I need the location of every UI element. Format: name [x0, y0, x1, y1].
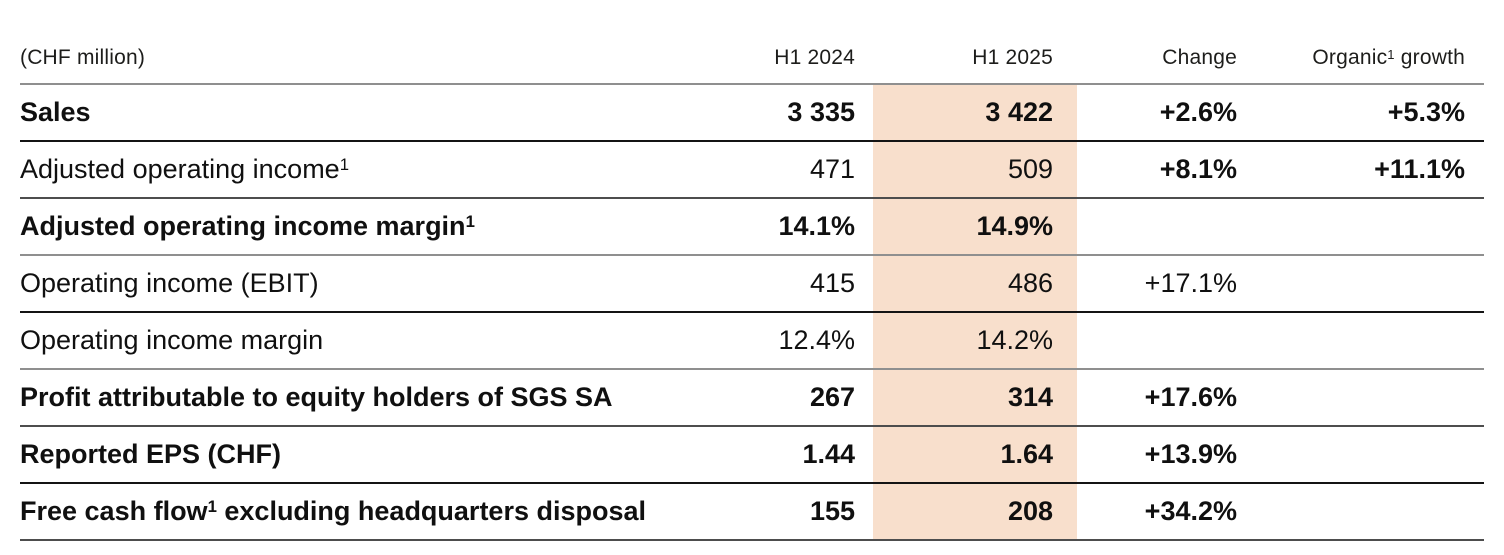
cell-organic-growth [1237, 483, 1484, 541]
cell-h1-2025: 14.9% [873, 198, 1077, 256]
footnote-marker: 1 [339, 155, 350, 175]
cell-h1-2025: 208 [873, 483, 1077, 541]
footnote-marker: 1 [1387, 46, 1395, 62]
table-row-profit-attributable: Profit attributable to equity holders of… [20, 369, 1484, 427]
cell-organic-growth [1237, 312, 1484, 370]
row-label-text: excluding headquarters disposal [216, 496, 647, 526]
header-row: (CHF million) H1 2024 H1 2025 Change Org… [20, 0, 1484, 85]
cell-h1-2025: 509 [873, 141, 1077, 199]
cell-h1-2025: 1.64 [873, 426, 1077, 484]
row-label-text: Sales [20, 97, 91, 127]
cell-h1-2024: 155 [758, 483, 873, 541]
row-label: Sales [20, 84, 758, 142]
row-label-text: Adjusted operating income margin [20, 211, 466, 241]
column-header-change: Change [1077, 0, 1237, 85]
column-header-organic-growth: Organic1 growth [1237, 0, 1484, 85]
cell-h1-2025: 314 [873, 369, 1077, 427]
table-body: Sales 3 335 3 422 +2.6% +5.3% Adjusted o… [20, 84, 1484, 541]
column-header-h1-2024: H1 2024 [758, 0, 873, 85]
cell-organic-growth [1237, 255, 1484, 313]
row-label: Free cash flow1 excluding headquarters d… [20, 483, 758, 541]
cell-change: +34.2% [1077, 483, 1237, 541]
table-row-adjusted-operating-income-margin: Adjusted operating income margin1 14.1% … [20, 198, 1484, 256]
table-row-sales: Sales 3 335 3 422 +2.6% +5.3% [20, 84, 1484, 142]
cell-h1-2024: 1.44 [758, 426, 873, 484]
cell-change: +17.6% [1077, 369, 1237, 427]
cell-organic-growth [1237, 426, 1484, 484]
column-header-h1-2025: H1 2025 [873, 0, 1077, 85]
cell-h1-2024: 14.1% [758, 198, 873, 256]
growth-label: growth [1394, 46, 1465, 69]
row-label: Reported EPS (CHF) [20, 426, 758, 484]
footnote-marker: 1 [465, 212, 475, 232]
cell-h1-2024: 267 [758, 369, 873, 427]
cell-change: +13.9% [1077, 426, 1237, 484]
row-label: Operating income (EBIT) [20, 255, 758, 313]
cell-h1-2025: 486 [873, 255, 1077, 313]
footnote-marker: 1 [207, 497, 217, 517]
cell-h1-2024: 3 335 [758, 84, 873, 142]
organic-label: Organic [1312, 46, 1388, 69]
table-row-operating-income-margin: Operating income margin 12.4% 14.2% [20, 312, 1484, 370]
row-label-text: Free cash flow [20, 496, 208, 526]
row-label: Adjusted operating income margin1 [20, 198, 758, 256]
cell-h1-2025: 14.2% [873, 312, 1077, 370]
table-row-adjusted-operating-income: Adjusted operating income1 471 509 +8.1%… [20, 141, 1484, 199]
table-row-free-cash-flow: Free cash flow1 excluding headquarters d… [20, 483, 1484, 541]
table-row-reported-eps: Reported EPS (CHF) 1.44 1.64 +13.9% [20, 426, 1484, 484]
row-label-text: Reported EPS (CHF) [20, 439, 282, 469]
cell-change: +8.1% [1077, 141, 1237, 199]
cell-h1-2024: 471 [758, 141, 873, 199]
row-label: Profit attributable to equity holders of… [20, 369, 758, 427]
unit-label: (CHF million) [20, 0, 758, 85]
cell-change [1077, 198, 1237, 256]
cell-change: +2.6% [1077, 84, 1237, 142]
cell-h1-2024: 415 [758, 255, 873, 313]
row-label: Adjusted operating income1 [20, 141, 758, 199]
table-row-operating-income-ebit: Operating income (EBIT) 415 486 +17.1% [20, 255, 1484, 313]
financial-highlights-table: (CHF million) H1 2024 H1 2025 Change Org… [20, 0, 1484, 541]
row-label-text: Operating income (EBIT) [20, 268, 319, 298]
table-header: (CHF million) H1 2024 H1 2025 Change Org… [20, 0, 1484, 85]
cell-organic-growth: +11.1% [1237, 141, 1484, 199]
cell-h1-2024: 12.4% [758, 312, 873, 370]
cell-organic-growth [1237, 369, 1484, 427]
cell-organic-growth [1237, 198, 1484, 256]
row-label-text: Adjusted operating income [20, 154, 340, 184]
row-label: Operating income margin [20, 312, 758, 370]
cell-h1-2025: 3 422 [873, 84, 1077, 142]
cell-change [1077, 312, 1237, 370]
row-label-text: Profit attributable to equity holders of… [20, 382, 613, 412]
cell-change: +17.1% [1077, 255, 1237, 313]
cell-organic-growth: +5.3% [1237, 84, 1484, 142]
row-label-text: Operating income margin [20, 325, 324, 355]
